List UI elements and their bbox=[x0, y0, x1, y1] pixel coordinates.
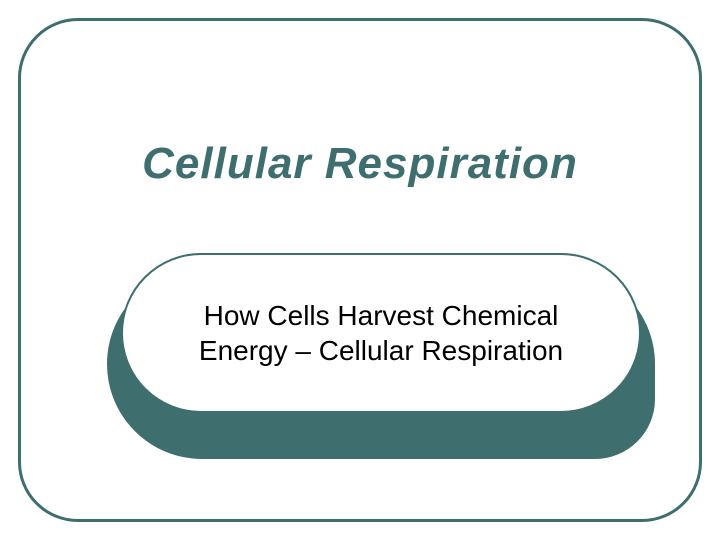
slide-title: Cellular Respiration bbox=[21, 139, 699, 189]
subtitle-container: How Cells Harvest Chemical Energy – Cell… bbox=[121, 253, 641, 413]
slide-subtitle: How Cells Harvest Chemical Energy – Cell… bbox=[163, 298, 599, 368]
slide-frame: Cellular Respiration How Cells Harvest C… bbox=[18, 18, 702, 522]
